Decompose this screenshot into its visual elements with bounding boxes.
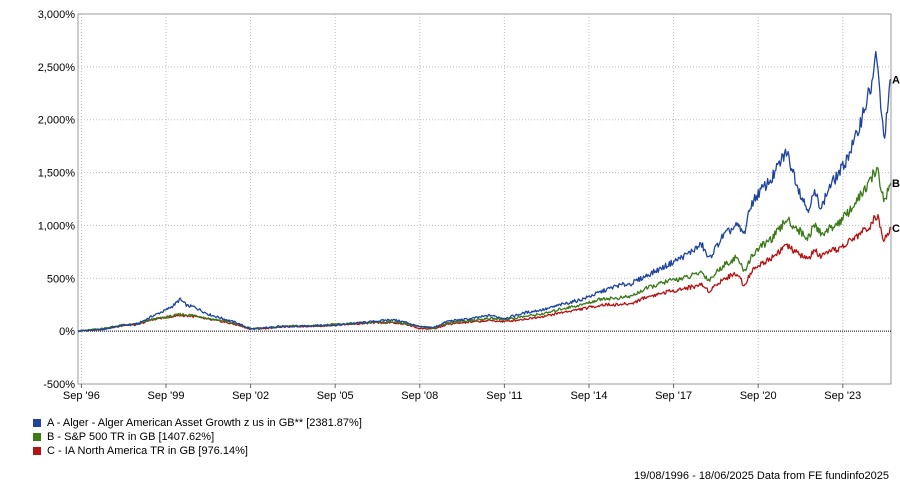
legend-swatch-b <box>33 433 41 441</box>
legend-label-a: A - Alger - Alger American Asset Growth … <box>47 417 362 429</box>
y-tick-label: 2,000% <box>38 115 76 127</box>
series-end-label-b: B <box>892 178 900 190</box>
x-tick-label: Sep '05 <box>317 390 354 402</box>
plot-frame <box>77 13 892 385</box>
data-source-footer: 19/08/1996 - 18/06/2025 Data from FE fun… <box>633 470 889 482</box>
series-end-labels: C B A <box>892 75 900 235</box>
y-tick-label: -500% <box>43 379 75 391</box>
y-tick-label: 500% <box>47 273 75 285</box>
y-tick-label: 1,500% <box>38 168 76 180</box>
x-tick-label: Sep '08 <box>401 390 438 402</box>
legend: A - Alger - Alger American Asset Growth … <box>33 416 362 458</box>
x-tick-label: Sep '02 <box>232 390 269 402</box>
x-tick-label: Sep '23 <box>824 390 861 402</box>
grid <box>77 13 892 385</box>
y-tick-label: 1,000% <box>38 220 76 232</box>
legend-swatch-c <box>33 447 41 455</box>
legend-item-b: B - S&P 500 TR in GB [1407.62%] <box>33 430 362 444</box>
x-tick-label: Sep '99 <box>147 390 184 402</box>
x-tick-label: Sep '11 <box>486 390 522 402</box>
y-tick-label: 0% <box>59 326 75 338</box>
x-tick-label: Sep '20 <box>740 390 777 402</box>
series-line-a <box>77 50 892 333</box>
axes: -500% 0% 500% 1,000% 1,500% 2,000% 2,500% 3,000… <box>38 9 862 402</box>
legend-item-a: A - Alger - Alger American Asset Growth … <box>33 416 362 430</box>
x-tick-label: Sep '17 <box>655 390 692 402</box>
legend-item-c: C - IA North America TR in GB [976.14%] <box>33 444 362 458</box>
y-tick-label: 2,500% <box>38 62 76 74</box>
series-line-b <box>77 166 892 333</box>
legend-label-b: B - S&P 500 TR in GB [1407.62%] <box>47 431 215 443</box>
series-end-label-a: A <box>892 75 900 87</box>
series-end-label-c: C <box>892 223 900 235</box>
x-tick-label: Sep '96 <box>63 390 100 402</box>
legend-label-c: C - IA North America TR in GB [976.14%] <box>47 445 248 457</box>
y-tick-label: 3,000% <box>38 9 76 21</box>
x-tick-label: Sep '14 <box>570 390 607 402</box>
legend-swatch-a <box>33 419 41 427</box>
series-line-c <box>77 214 892 333</box>
series-lines <box>77 50 892 333</box>
performance-chart: -500% 0% 500% 1,000% 1,500% 2,000% 2,500% 3,000… <box>38 9 900 402</box>
